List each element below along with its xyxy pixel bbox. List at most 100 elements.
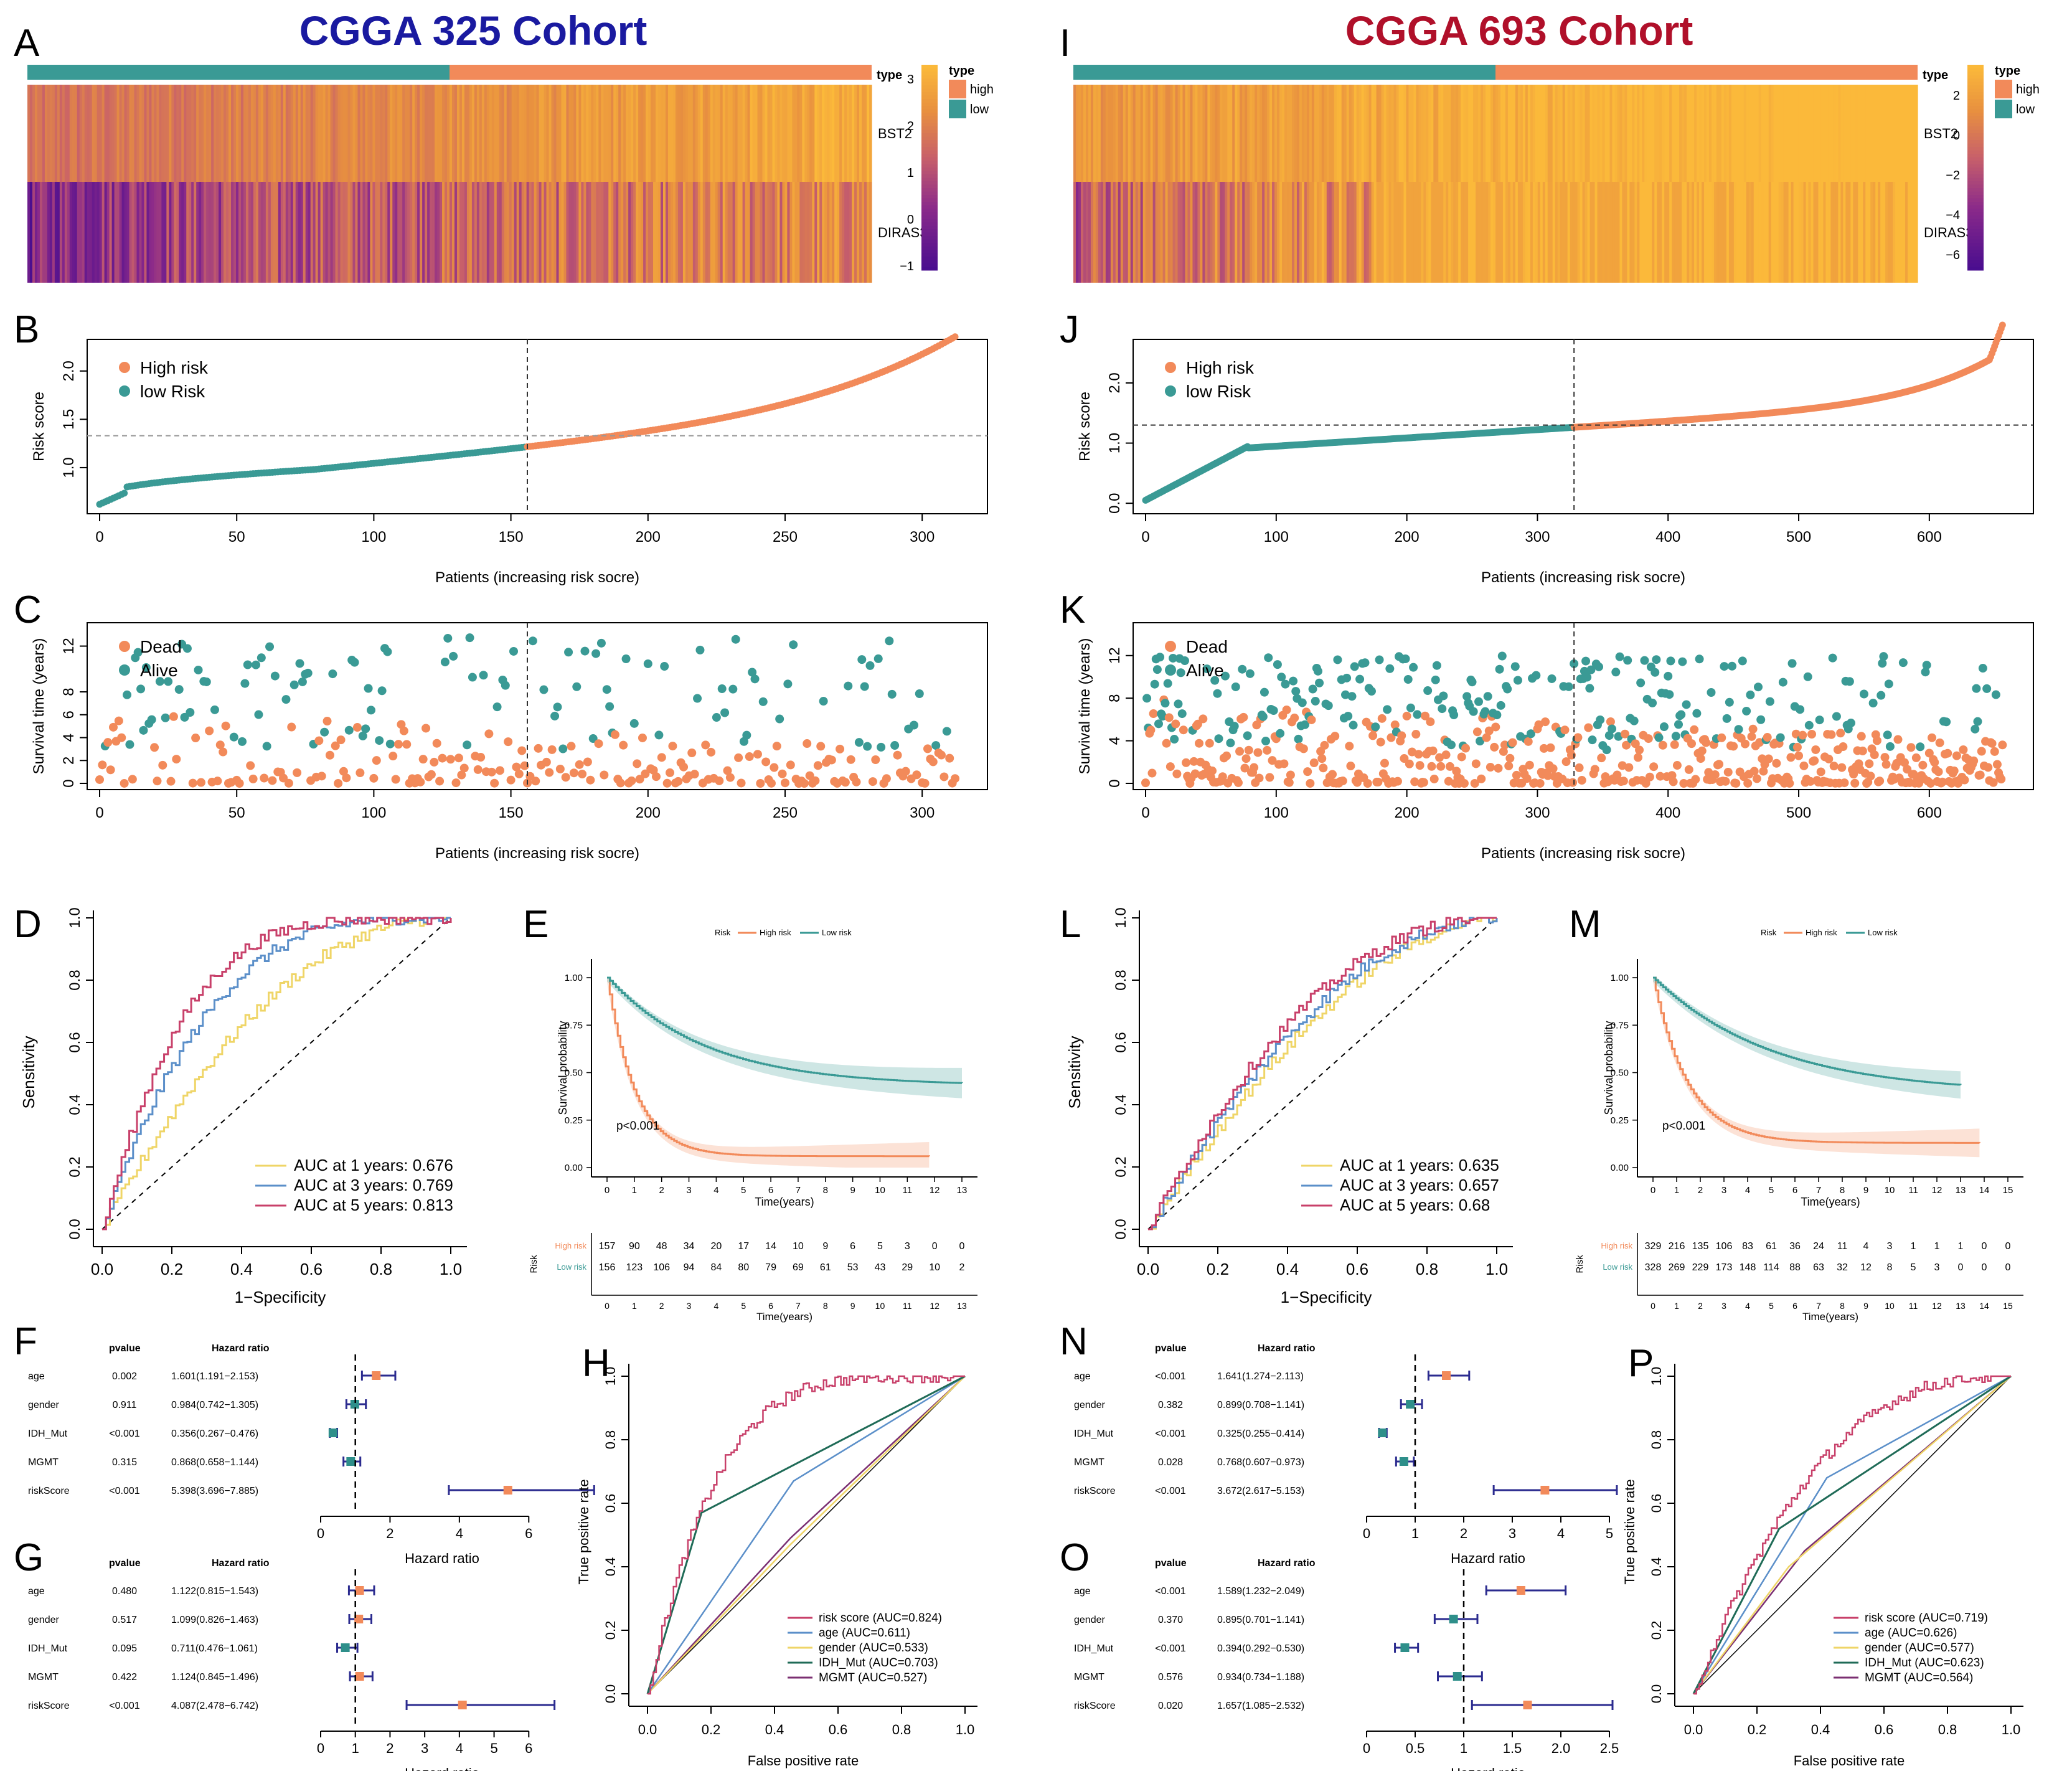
heat-cell	[144, 85, 148, 182]
y-tick-label: 0.0	[1649, 1684, 1664, 1704]
heat-cell	[469, 182, 473, 283]
heat-cell	[682, 85, 686, 182]
survival-point	[1984, 763, 1993, 772]
heat-cell	[1324, 182, 1327, 283]
table-cell: 0	[932, 1241, 938, 1252]
color-scale-cell	[921, 174, 938, 178]
heat-cell	[1423, 182, 1426, 283]
heat-cell	[1458, 182, 1461, 283]
heat-cell	[184, 182, 187, 283]
heat-cell	[819, 85, 822, 182]
km-plot: 0.000.250.500.751.000 1 2 3 4 5 6 7 8 9 10 11 12 13 14…	[1575, 928, 2023, 1323]
heat-cell	[1905, 182, 1908, 283]
heat-cell	[1783, 85, 1787, 182]
heat-cell	[797, 182, 800, 283]
x-tick-label: 0.6	[300, 1260, 323, 1278]
heat-cell	[104, 182, 108, 283]
heat-cell	[583, 182, 586, 283]
heat-cell	[1522, 85, 1526, 182]
heat-cell	[69, 182, 73, 283]
table-row-name: Low risk	[557, 1262, 586, 1272]
heat-cell	[362, 85, 365, 182]
heat-cell	[1162, 85, 1166, 182]
heat-cell	[1572, 85, 1576, 182]
table-x-tick: 5	[741, 1301, 746, 1311]
km-ci-band-low	[1653, 978, 1961, 1099]
heat-cell	[131, 182, 135, 283]
heat-cell	[49, 182, 53, 283]
heat-cell	[352, 85, 356, 182]
survival-point	[158, 760, 167, 770]
heat-cell	[1155, 182, 1159, 283]
survival-point	[1387, 733, 1396, 742]
heat-cell	[1363, 85, 1367, 182]
heat-cell	[586, 182, 589, 283]
survival-point	[1277, 673, 1286, 682]
legend-dead: Dead	[1186, 637, 1228, 656]
heat-cell	[1088, 85, 1091, 182]
heat-cell	[1461, 85, 1464, 182]
forest-x-tick-label: 1.5	[1503, 1740, 1522, 1756]
heat-cell	[221, 85, 224, 182]
plot-frame	[1133, 339, 2034, 514]
heat-cell	[672, 182, 676, 283]
heat-cell	[1517, 182, 1521, 283]
heat-cell	[1436, 182, 1439, 283]
heat-cell	[370, 182, 373, 283]
heat-cell	[186, 182, 189, 283]
heat-cell	[1264, 182, 1268, 283]
heat-cell	[471, 85, 475, 182]
survival-point	[1857, 732, 1866, 741]
heat-cell	[1604, 85, 1608, 182]
heat-cell	[1689, 85, 1692, 182]
heat-cell	[623, 85, 626, 182]
heat-cell	[1245, 182, 1248, 283]
heat-cell	[171, 182, 174, 283]
x-tick-label: 1.0	[1486, 1260, 1508, 1278]
heat-cell	[1396, 182, 1400, 283]
heat-cell	[308, 182, 311, 283]
forest-row-hr: 1.099(0.826−1.463)	[171, 1615, 258, 1625]
table-cell: 34	[684, 1241, 695, 1252]
heat-cell	[665, 85, 669, 182]
heat-cell	[1865, 85, 1868, 182]
x-tick-label: 100	[1264, 529, 1289, 545]
heat-cell	[752, 182, 756, 283]
heat-cell	[672, 85, 676, 182]
y-tick-label: 8	[60, 687, 77, 696]
color-scale-cell	[1967, 171, 1984, 175]
survival-point	[369, 773, 379, 783]
heat-cell	[1510, 85, 1514, 182]
heat-cell	[1672, 85, 1675, 182]
survival-point	[720, 708, 730, 717]
heat-cell	[1177, 182, 1181, 283]
heat-cell	[779, 85, 783, 182]
y-tick-label: 1.0	[60, 457, 77, 478]
color-scale-cell	[1967, 202, 1984, 205]
heat-cell	[727, 182, 731, 283]
forest-row-hr: 1.657(1.085−2.532)	[1217, 1701, 1304, 1711]
heat-cell	[1597, 182, 1601, 283]
survival-point	[1190, 769, 1200, 778]
heat-cell	[1830, 85, 1834, 182]
heat-cell	[1870, 182, 1873, 283]
survival-point	[1816, 767, 1825, 777]
survival-point	[1324, 701, 1333, 711]
table-x-tick: 12	[930, 1301, 939, 1311]
heat-cell	[720, 85, 723, 182]
heat-cell	[1237, 85, 1240, 182]
survival-point	[240, 679, 250, 688]
survival-point	[1635, 745, 1644, 755]
heat-cell	[471, 182, 475, 283]
multi-roc-plot: 0.00.00.20.20.40.40.60.60.80.81.01.0True…	[576, 1364, 977, 1769]
heat-cell	[1421, 85, 1424, 182]
heat-cell	[1296, 182, 1300, 283]
heat-cell	[1753, 85, 1757, 182]
survival-point	[454, 753, 463, 763]
heat-cell	[440, 182, 443, 283]
heat-cell	[822, 85, 825, 182]
heat-cell	[1408, 182, 1411, 283]
heat-cell	[804, 85, 808, 182]
forest-row-hr: 0.895(0.701−1.141)	[1217, 1615, 1304, 1625]
survival-point	[893, 750, 902, 760]
